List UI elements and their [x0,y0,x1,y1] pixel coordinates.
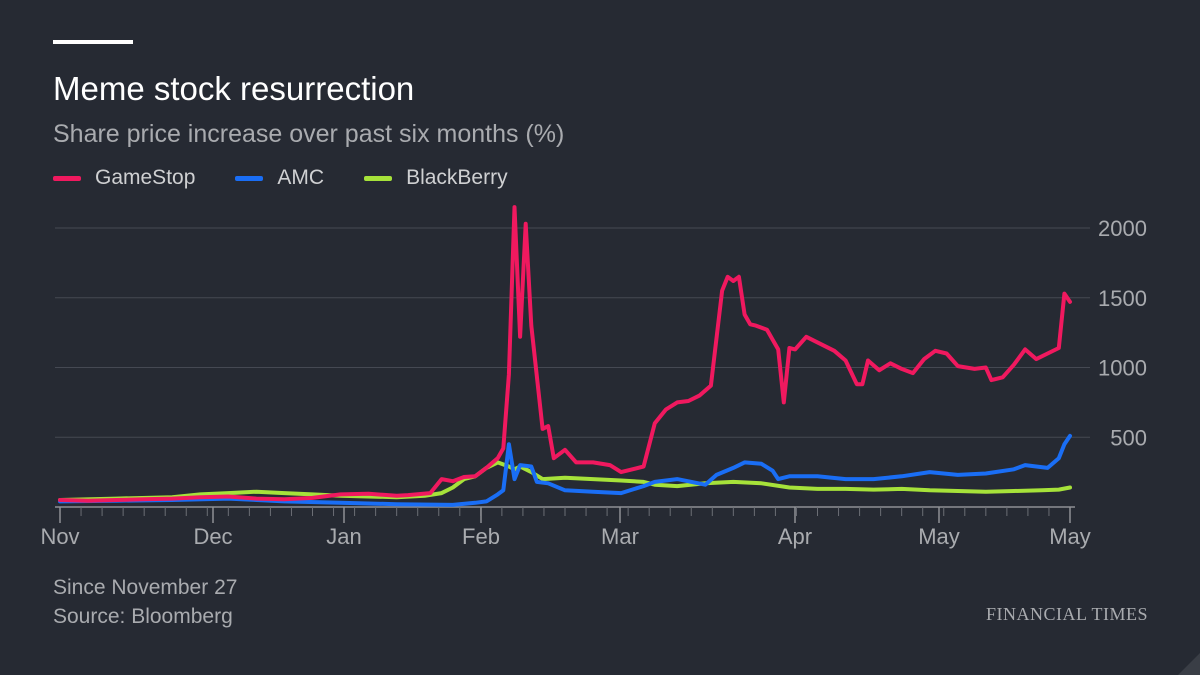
chart-title: Meme stock resurrection [53,70,415,107]
x-tick-label-apr: Apr [778,524,812,549]
ft-logo: FINANCIAL TIMES [985,604,1148,624]
legend-item-gamestop: GameStop [53,166,195,190]
y-tick-label-500: 500 [1110,425,1147,450]
header-rule [53,40,133,44]
legend-item-blackberry: BlackBerry [364,166,508,190]
x-tick-label-nov: Nov [40,524,79,549]
x-tick-label-dec: Dec [193,524,232,549]
footer-notes: Since November 27 Source: Bloomberg [53,573,237,631]
x-tick-label-feb: Feb [462,524,500,549]
corner-fold-icon [1178,653,1200,675]
legend-item-amc: AMC [235,166,324,190]
series-line-gamestop [58,205,1072,503]
x-tick-label-may: May [1049,524,1091,549]
footer-note: Since November 27 [53,576,238,599]
legend-label-gamestop: GameStop [95,166,196,189]
legend-label-blackberry: BlackBerry [406,166,508,189]
chart-subtitle: Share price increase over past six month… [53,120,565,148]
y-tick-label-1000: 1000 [1098,356,1147,381]
legend-swatch-gamestop [53,175,81,181]
legend-swatch-blackberry [364,175,393,181]
x-tick-label-jan: Jan [326,524,361,549]
x-tick-label-mar: Mar [601,524,639,549]
footer-source: Source: Bloomberg [53,605,233,628]
legend-label-amc: AMC [277,166,325,189]
y-tick-label-2000: 2000 [1098,216,1147,241]
y-tick-label-1500: 1500 [1098,286,1147,311]
x-tick-label-may: May [918,524,960,549]
legend: GameStop AMC BlackBerry [53,166,548,190]
series-line-amc [58,433,1072,507]
legend-swatch-amc [235,175,264,181]
series-line-blackberry [58,460,1072,502]
